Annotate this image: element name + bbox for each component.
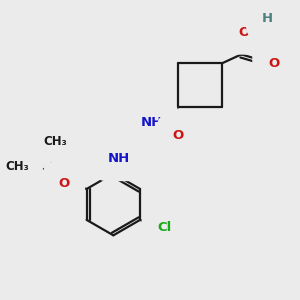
Text: O: O: [238, 26, 250, 39]
Text: CH₃: CH₃: [44, 135, 68, 148]
Text: H: H: [262, 12, 273, 25]
Text: Cl: Cl: [158, 221, 172, 234]
Text: O: O: [172, 129, 184, 142]
Text: NH: NH: [107, 152, 130, 165]
Text: O: O: [268, 57, 279, 70]
Text: NH: NH: [140, 116, 163, 129]
Text: CH₃: CH₃: [5, 160, 29, 173]
Text: O: O: [58, 177, 69, 190]
